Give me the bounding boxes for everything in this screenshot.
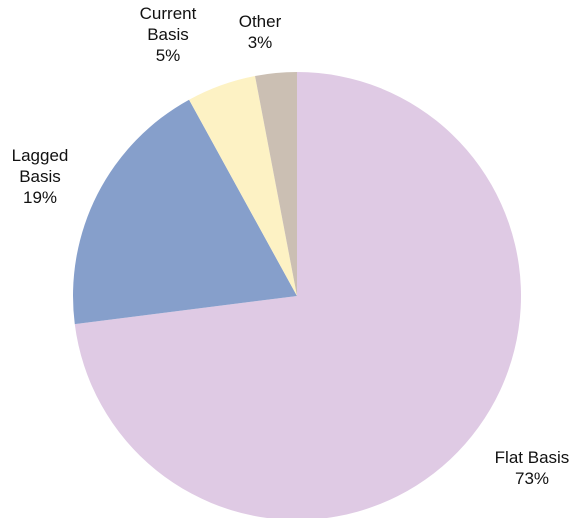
slice-name: Flat Basis [495,448,570,467]
slice-label-flat-basis: Flat Basis 73% [495,448,570,488]
slice-name: Basis [147,25,189,44]
pie-slice-lagged-basis [73,99,297,325]
slice-label-lagged-basis: Lagged Basis 19% [12,146,69,207]
slices-layer [73,72,522,520]
pie-slice-current-basis [189,75,297,296]
pie-slice-other [255,72,297,296]
slice-percent: 5% [156,46,181,65]
slice-name: Current [140,4,197,23]
slice-percent: 73% [515,469,549,488]
slice-percent: 3% [248,33,273,52]
slice-name: Basis [19,167,61,186]
slice-percent: 19% [23,188,57,207]
slice-label-current-basis: Current Basis 5% [140,4,197,65]
labels-layer: Flat Basis 73% Lagged Basis 19% Current Basis 5… [12,4,570,488]
slice-label-other: Other 3% [239,12,282,52]
slice-name: Lagged [12,146,69,165]
pie-slice-flat-basis [74,72,522,520]
slice-name: Other [239,12,282,31]
